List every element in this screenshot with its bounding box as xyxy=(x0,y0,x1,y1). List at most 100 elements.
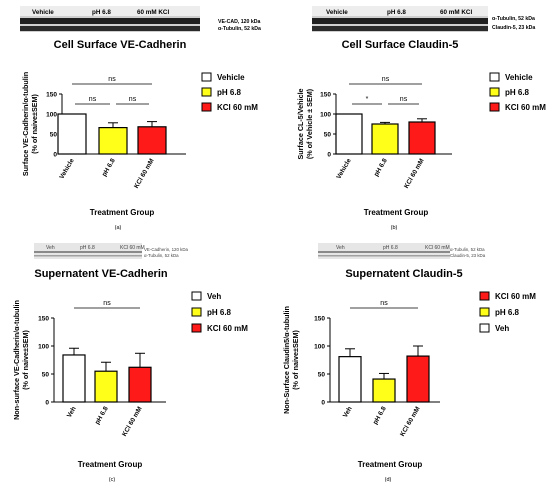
legend-label: pH 6.8 xyxy=(495,308,520,317)
western-blot-image: Vehicle pH 6.8 60 mM KCl VE-CAD, 120 kDaα-T… xyxy=(20,6,261,32)
western-blot-image: Vehicle pH 6.8 60 mM KCl α-Tubulin, 52 kDa C… xyxy=(312,6,535,32)
blot-band-upper xyxy=(318,251,450,253)
y-tick-label: 50 xyxy=(50,131,58,138)
blot-lane-label: Veh xyxy=(46,245,55,251)
blot-band-lower xyxy=(34,255,142,257)
legend-label: Vehicle xyxy=(217,73,245,82)
x-axis-label: Treatment Group xyxy=(78,460,143,469)
x-category-label: Veh xyxy=(66,405,78,419)
y-tick-label: 100 xyxy=(320,111,331,118)
significance-label: ns xyxy=(108,76,116,83)
western-blot-image: Veh pH 6.8 KCl 60 mM α-Tubulin, 52 kDaClaud… xyxy=(318,243,486,259)
bar xyxy=(57,113,87,155)
x-category-label: Veh xyxy=(342,405,354,419)
legend-swatch xyxy=(191,291,202,301)
legend-swatch xyxy=(489,72,500,82)
legend-label: Veh xyxy=(207,292,221,301)
legend-swatch xyxy=(489,102,500,112)
chart-panel-0: Vehicle pH 6.8 60 mM KCl VE-CAD, 120 kDaα-T… xyxy=(20,6,261,231)
y-tick-label: 50 xyxy=(324,131,332,138)
bar xyxy=(371,123,399,155)
legend-swatch xyxy=(191,307,202,317)
y-axis-label: (% of naive±SEM) xyxy=(21,329,30,389)
x-category-label: KCl 60 mM xyxy=(133,158,156,190)
western-blot-image: Veh pH 6.8 KCl 60 mM VE-Cadherin, 120 kDaα-… xyxy=(34,243,188,259)
legend-swatch xyxy=(201,102,212,112)
blot-band-label: VE-CAD, 120 kDa xyxy=(218,19,260,25)
significance-label: ns xyxy=(380,300,388,307)
blot-band-upper xyxy=(20,18,200,24)
chart-panel-2: Veh pH 6.8 KCl 60 mM VE-Cadherin, 120 kDaα-… xyxy=(12,243,248,483)
blot-band-upper xyxy=(34,251,142,253)
blot-band-label: VE-Cadherin, 120 kDa xyxy=(144,247,188,252)
y-tick-label: 100 xyxy=(314,343,325,350)
legend-swatch xyxy=(201,87,212,97)
legend-swatch xyxy=(489,87,500,97)
bar xyxy=(372,378,396,403)
legend-label: KCl 60 mM xyxy=(207,324,248,333)
bar xyxy=(62,354,86,403)
legend-label: Vehicle xyxy=(505,73,533,82)
bar xyxy=(338,356,362,403)
blot-lane-label: pH 6.8 xyxy=(387,9,406,16)
blot-lane-label: pH 6.8 xyxy=(92,9,111,16)
blot-band-lower xyxy=(312,26,488,31)
blot-lane-label: 60 mM KCl xyxy=(440,9,472,16)
blot-band-label: Claudin-5, 23 kDa xyxy=(450,253,486,258)
y-tick-label: 150 xyxy=(320,91,331,98)
bar xyxy=(408,121,436,155)
chart-title: Cell Surface Claudin-5 xyxy=(342,39,459,51)
x-category-label: Vehicle xyxy=(58,157,75,180)
legend-label: Veh xyxy=(495,324,509,333)
panel-label: (a) xyxy=(115,225,122,231)
bar xyxy=(98,126,128,155)
chart-panel-1: Vehicle pH 6.8 60 mM KCl α-Tubulin, 52 kDa C… xyxy=(296,6,546,231)
blot-band-label: Claudin-5, 23 kDa xyxy=(492,25,535,31)
x-axis-label: Treatment Group xyxy=(358,460,423,469)
blot-lane-label: pH 6.8 xyxy=(80,245,95,251)
legend-swatch xyxy=(201,72,212,82)
panel-label: (d) xyxy=(385,477,392,483)
legend-swatch xyxy=(479,291,490,301)
chart-title: Cell Surface VE-Cadherin xyxy=(54,39,187,51)
blot-band-lower xyxy=(318,255,450,257)
bar xyxy=(137,126,167,155)
y-axis-label: (% of naive±SEM) xyxy=(291,329,300,389)
y-tick-label: 150 xyxy=(314,315,325,322)
legend-label: KCl 60 mM xyxy=(505,103,546,112)
bar xyxy=(128,366,152,403)
y-tick-label: 100 xyxy=(38,343,49,350)
blot-band-label: α-Tubulin, 52 kDa xyxy=(450,247,485,252)
y-axis-label: (% of Vehicle ± SEM) xyxy=(305,88,314,159)
y-tick-label: 150 xyxy=(38,315,49,322)
y-tick-label: 0 xyxy=(327,151,331,158)
significance-label: ns xyxy=(129,96,137,103)
chart-title: Supernatent Claudin-5 xyxy=(345,268,462,280)
y-tick-label: 0 xyxy=(53,151,57,158)
blot-band-label: α-Tubulin, 52 kDa xyxy=(218,26,261,32)
x-category-label: Vehicle xyxy=(335,157,352,180)
significance-label: * xyxy=(366,96,369,103)
blot-lane-label: Vehicle xyxy=(32,9,54,16)
x-axis-label: Treatment Group xyxy=(364,208,429,217)
x-category-label: pH 6.8 xyxy=(94,405,110,426)
x-category-label: pH 6.8 xyxy=(373,157,389,178)
y-axis-label: Non-Surface Claudin5/α-tubulin xyxy=(282,306,291,414)
bar xyxy=(335,113,363,155)
blot-lane-label: KCl 60 mM xyxy=(120,245,145,251)
blot-label-strip xyxy=(312,6,488,16)
panel-label: (c) xyxy=(109,477,116,483)
y-tick-label: 50 xyxy=(318,371,326,378)
significance-label: ns xyxy=(89,96,97,103)
y-tick-label: 50 xyxy=(42,371,50,378)
y-tick-label: 0 xyxy=(321,399,325,406)
blot-band-upper xyxy=(312,18,488,24)
legend-swatch xyxy=(479,307,490,317)
y-tick-label: 0 xyxy=(45,399,49,406)
chart-title: Supernatent VE-Cadherin xyxy=(34,268,168,280)
x-category-label: pH 6.8 xyxy=(372,405,388,426)
x-category-label: pH 6.8 xyxy=(101,157,117,178)
x-category-label: KCl 60 mM xyxy=(121,406,144,438)
y-axis-label: Surface VE-Cadherin/α-tubulin xyxy=(21,72,30,176)
